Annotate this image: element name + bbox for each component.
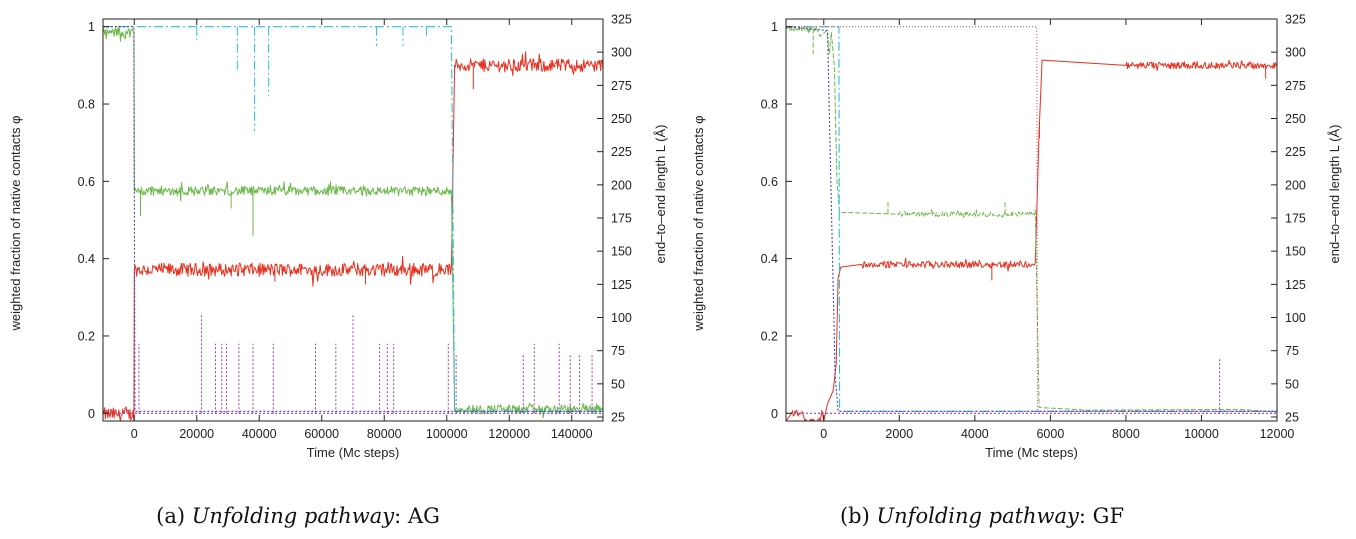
y2-tick-label-8: 225	[611, 145, 632, 159]
y2-tick-label-2: 75	[611, 344, 625, 358]
series-line-3	[786, 27, 1277, 412]
y2-tick-label-1: 50	[1285, 377, 1299, 391]
x-tick-label-5: 10000	[1184, 427, 1219, 441]
y-tick-label-3: 0.6	[761, 175, 778, 189]
series-line-1	[786, 26, 1277, 412]
chart-panel-b: 0 2000 4000 6000 8000 10000 12000 0 0.2 0.4 0.6 0.8…	[691, 13, 1342, 529]
series-line-2	[103, 27, 603, 412]
y2-tick-label-11: 300	[611, 46, 632, 60]
x-axis-label: Time (Mc steps)	[985, 445, 1078, 460]
y-tick-label-4: 0.8	[761, 98, 778, 112]
x-tick-label-7: 140000	[551, 427, 593, 441]
x-tick-label-3: 60000	[304, 427, 339, 441]
x-tick-label-1: 20000	[179, 427, 214, 441]
y-axis-label: weighted fraction of native contacts φ	[8, 115, 23, 331]
y-tick-label-0: 0	[88, 407, 95, 421]
series-line-0	[103, 52, 603, 421]
x-tick-label-0: 0	[131, 427, 138, 441]
y2-tick-label-12: 325	[1285, 13, 1306, 27]
series-line-4	[103, 27, 603, 412]
y2-tick-label-5: 150	[611, 245, 632, 259]
y2-tick-label-10: 275	[1285, 79, 1306, 93]
y2-tick-label-2: 75	[1285, 344, 1299, 358]
x-tick-label-2: 40000	[242, 427, 277, 441]
caption-italic: Unfolding pathway	[876, 504, 1080, 528]
y2-axis-label: end–to–end length L (Å)	[653, 124, 668, 263]
y2-tick-label-8: 225	[1285, 145, 1306, 159]
x-tick-label-1: 2000	[885, 427, 913, 441]
series-line-5	[786, 27, 1277, 412]
panel-caption: (a) Unfolding pathway: AG	[156, 504, 440, 528]
y-tick-label-3: 0.6	[78, 175, 95, 189]
y-tick-label-4: 0.8	[78, 98, 95, 112]
caption-suffix: : AG	[394, 504, 440, 528]
x-tick-label-6: 120000	[488, 427, 530, 441]
x-axis-label: Time (Mc steps)	[307, 445, 400, 460]
y2-tick-label-4: 125	[611, 278, 632, 292]
y2-tick-label-6: 175	[611, 212, 632, 226]
x-tick-label-4: 80000	[367, 427, 402, 441]
series-group	[786, 26, 1277, 424]
y2-tick-label-1: 50	[611, 377, 625, 391]
caption-italic: Unfolding pathway	[192, 504, 396, 528]
caption-prefix: (a)	[156, 504, 192, 528]
series-line-2	[786, 27, 1277, 412]
caption-prefix: (b)	[840, 504, 877, 528]
x-tick-label-0: 0	[820, 427, 827, 441]
series-line-1	[103, 26, 603, 418]
plot-frame	[786, 19, 1277, 421]
series-group	[103, 26, 603, 421]
y2-tick-label-0: 25	[1285, 411, 1299, 425]
series-line-0	[786, 60, 1277, 424]
y-tick-label-0: 0	[771, 407, 778, 421]
y2-axis-label: end–to–end length L (Å)	[1327, 124, 1342, 263]
y-tick-label-2: 0.4	[78, 252, 95, 266]
y-tick-label-1: 0.2	[78, 329, 95, 343]
y2-tick-label-3: 100	[611, 311, 632, 325]
x-tick-label-3: 6000	[1036, 427, 1064, 441]
y2-tick-label-11: 300	[1285, 46, 1306, 60]
y-tick-label-5: 1	[771, 20, 778, 34]
y2-tick-label-7: 200	[611, 178, 632, 192]
x-tick-label-2: 4000	[961, 427, 989, 441]
y-axis-label: weighted fraction of native contacts φ	[691, 115, 706, 331]
y2-tick-label-3: 100	[1285, 311, 1306, 325]
y2-tick-label-5: 150	[1285, 245, 1306, 259]
x-tick-label-4: 8000	[1112, 427, 1140, 441]
panel-caption: (b) Unfolding pathway: GF	[840, 504, 1124, 528]
chart-panel-a: 0 20000 40000 60000 80000 100000 120000 140000 0…	[8, 13, 668, 529]
y2-tick-label-10: 275	[611, 79, 632, 93]
y-tick-label-5: 1	[88, 20, 95, 34]
x-tick-label-6: 12000	[1260, 427, 1295, 441]
y2-tick-label-4: 125	[1285, 278, 1306, 292]
y2-tick-label-6: 175	[1285, 212, 1306, 226]
y2-tick-label-9: 250	[611, 112, 632, 126]
y-tick-label-1: 0.2	[761, 329, 778, 343]
x-tick-label-5: 100000	[426, 427, 468, 441]
y2-tick-label-9: 250	[1285, 112, 1306, 126]
caption-suffix: : GF	[1079, 504, 1124, 528]
y-tick-label-2: 0.4	[761, 252, 778, 266]
y2-tick-label-7: 200	[1285, 178, 1306, 192]
y2-tick-label-0: 25	[611, 411, 625, 425]
y2-tick-label-12: 325	[611, 13, 632, 27]
